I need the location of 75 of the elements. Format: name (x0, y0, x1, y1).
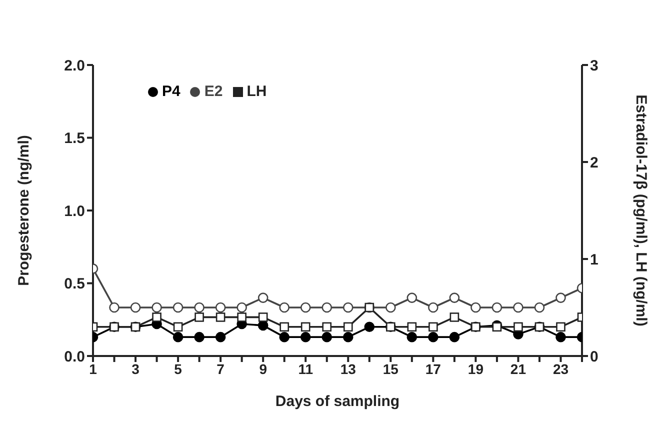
point (300, 332, 311, 342)
point (534, 302, 545, 313)
point (236, 302, 247, 313)
x-tick-label: 9 (259, 360, 268, 377)
y-tick-label: 0.0 (64, 348, 85, 366)
x-tick-label: 13 (340, 360, 356, 377)
legend-label: P4 (162, 83, 180, 100)
point (173, 322, 183, 332)
point (406, 332, 418, 342)
point (172, 332, 184, 342)
point (280, 322, 289, 332)
point (194, 312, 204, 322)
point (450, 312, 460, 322)
point (215, 332, 226, 342)
y-axis-title: Progesterone (ng/ml) (15, 135, 32, 286)
x-axis-title: Days of sampling (275, 393, 400, 410)
point (343, 322, 353, 332)
y2-tick-label: 2 (590, 154, 598, 172)
point (152, 312, 162, 322)
x-tick-label: 1 (89, 360, 98, 377)
point (407, 322, 417, 332)
y2-tick-label: 3 (590, 57, 598, 74)
legend-label: LH (246, 83, 267, 100)
x-tick-label: 21 (510, 360, 526, 377)
point (428, 322, 438, 332)
x-tick-label: 19 (468, 360, 484, 377)
point (152, 302, 162, 313)
legend-label: E2 (204, 83, 223, 100)
y-tick-label: 1.0 (64, 202, 85, 220)
point (556, 332, 566, 342)
point (237, 312, 246, 322)
x-tick-label: 7 (216, 360, 225, 377)
x-tick-label: 23 (552, 360, 569, 377)
point (470, 302, 481, 313)
point (449, 292, 460, 303)
point (428, 302, 438, 313)
point (322, 322, 332, 332)
y-tick-label: 1.5 (64, 130, 85, 148)
point (556, 292, 566, 303)
y2-axis-title: Estradiol-17β (pg/ml), LH (ng/ml) (632, 94, 650, 326)
point (492, 302, 502, 313)
point (130, 302, 141, 313)
point (258, 292, 268, 303)
point (109, 302, 120, 313)
point (279, 332, 290, 342)
point (406, 292, 418, 303)
point (194, 332, 204, 342)
point (194, 302, 204, 313)
point (322, 302, 332, 313)
y2-tick-label: 0 (590, 348, 598, 366)
point (514, 322, 523, 332)
point (279, 302, 290, 313)
x-tick-label: 3 (132, 360, 140, 377)
point (172, 302, 184, 313)
point (342, 302, 354, 313)
point (300, 302, 311, 313)
point (322, 332, 332, 342)
point (300, 322, 310, 332)
y-tick-label: 0.5 (64, 276, 85, 293)
point (428, 332, 438, 342)
point (513, 302, 524, 313)
x-tick-label: 11 (298, 360, 314, 377)
y2-tick-label: 1 (590, 251, 598, 268)
point (342, 332, 354, 342)
x-tick-label: 5 (174, 360, 182, 377)
x-tick-label: 15 (382, 360, 399, 377)
point (258, 312, 268, 322)
point (364, 322, 375, 332)
point (216, 312, 226, 322)
point (386, 302, 396, 313)
y-tick-label: 2.0 (64, 57, 85, 74)
point (215, 302, 226, 313)
point (556, 322, 566, 332)
x-tick-label: 17 (425, 360, 442, 377)
point (449, 332, 460, 342)
